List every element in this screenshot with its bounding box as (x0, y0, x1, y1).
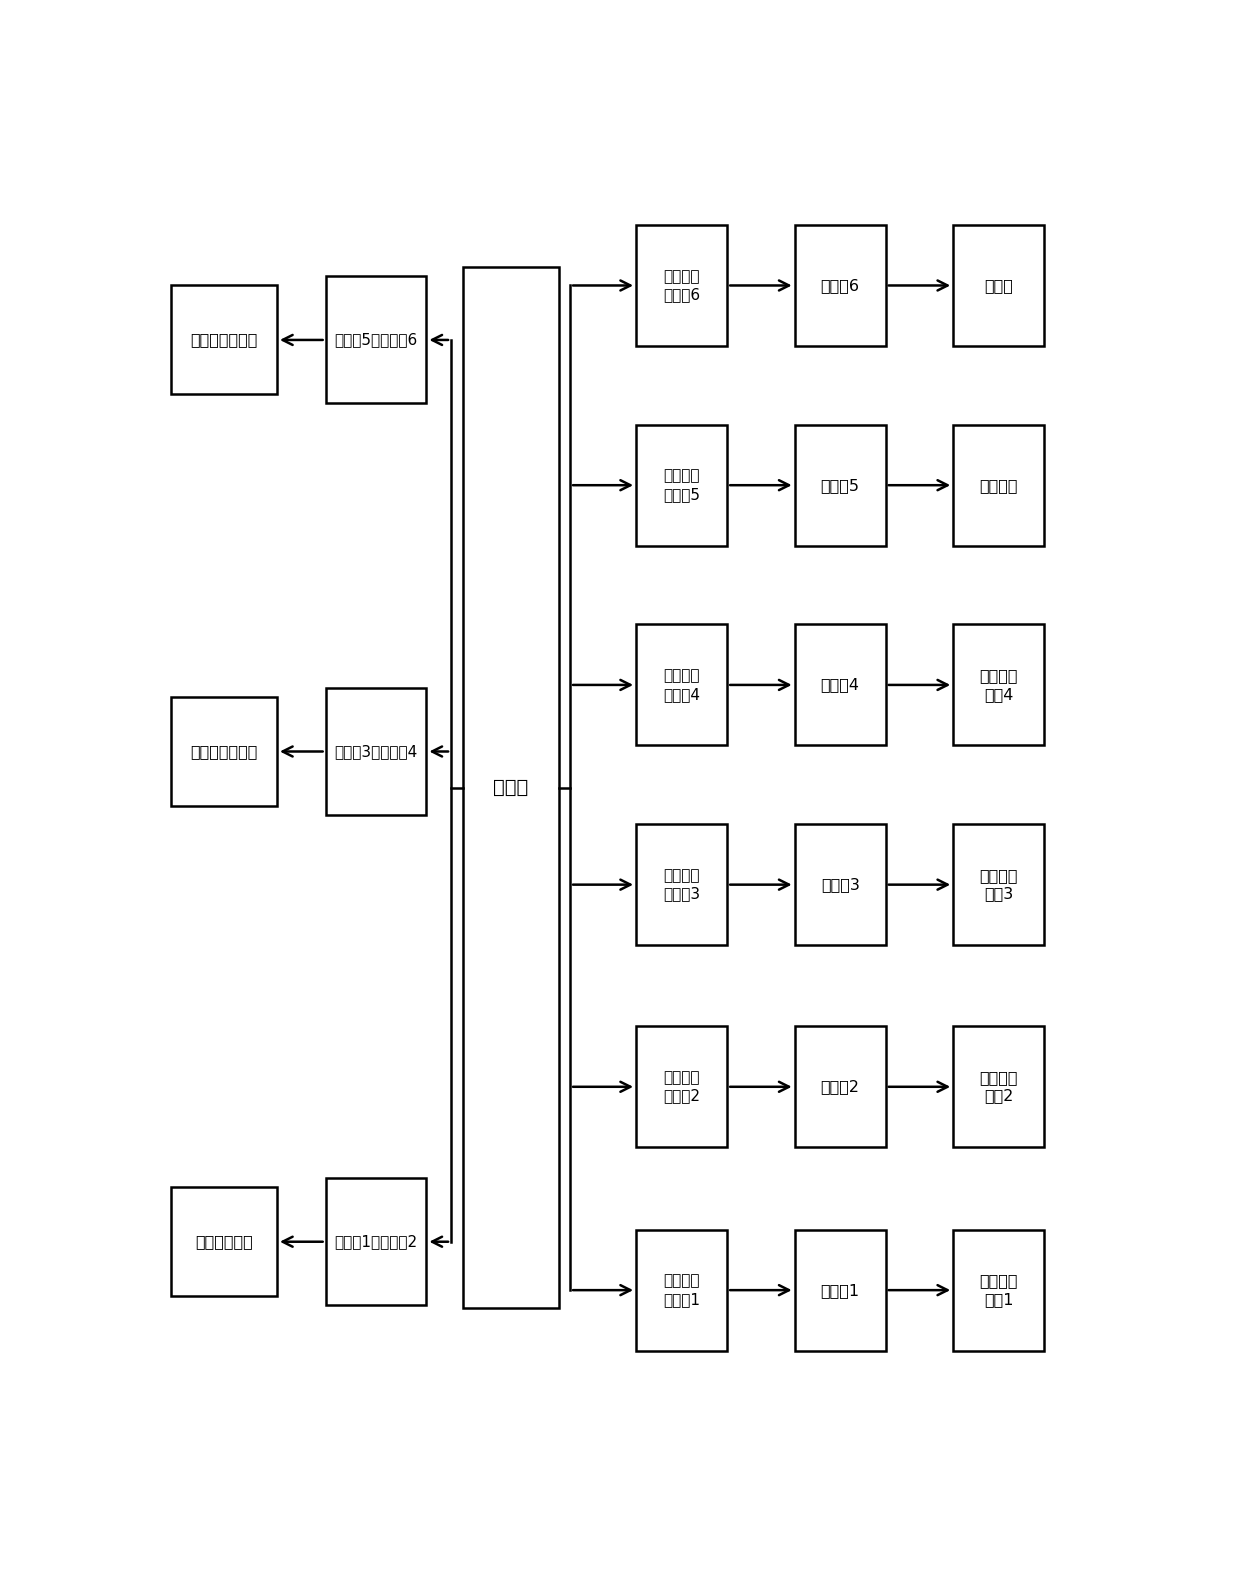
Text: 串联控制阀组: 串联控制阀组 (196, 1234, 253, 1250)
Bar (795, 424, 885, 545)
Text: 行走变量
马达2: 行走变量 马达2 (980, 1071, 1018, 1104)
Bar (954, 225, 1044, 346)
Text: 模拟量输
出模块6: 模拟量输 出模块6 (663, 269, 701, 302)
Bar (954, 424, 1044, 545)
Text: 放大器3: 放大器3 (821, 877, 859, 893)
Bar (326, 277, 427, 404)
Bar (636, 1027, 728, 1148)
Bar (795, 225, 885, 346)
Bar (954, 624, 1044, 745)
Bar (463, 267, 558, 1308)
Text: 秧筱升降控制阀: 秧筱升降控制阀 (191, 744, 258, 759)
Text: 插秧马达: 插秧马达 (980, 478, 1018, 492)
Text: 控制器: 控制器 (494, 778, 528, 797)
Text: 仿形平衡控制阀: 仿形平衡控制阀 (191, 332, 258, 347)
Text: 放大器4: 放大器4 (821, 678, 859, 692)
Text: 模拟量输
出模块2: 模拟量输 出模块2 (663, 1071, 701, 1104)
Text: 输出点1和输出点2: 输出点1和输出点2 (335, 1234, 418, 1250)
Text: 模拟量输
出模块5: 模拟量输 出模块5 (663, 468, 701, 501)
Bar (954, 1229, 1044, 1350)
Text: 输出点3和输出点4: 输出点3和输出点4 (335, 744, 418, 759)
Text: 放大器2: 放大器2 (821, 1080, 859, 1094)
Bar (795, 824, 885, 945)
Bar (636, 225, 728, 346)
Bar (795, 1027, 885, 1148)
Bar (636, 624, 728, 745)
Text: 放大器6: 放大器6 (821, 278, 859, 292)
Bar (171, 286, 277, 395)
Text: 放大器5: 放大器5 (821, 478, 859, 492)
Bar (636, 824, 728, 945)
Text: 输出点5和输出点6: 输出点5和输出点6 (335, 332, 418, 347)
Bar (954, 824, 1044, 945)
Text: 行走变量
马达4: 行走变量 马达4 (980, 668, 1018, 701)
Text: 放大器1: 放大器1 (821, 1283, 859, 1297)
Bar (171, 1187, 277, 1297)
Text: 行走变量
马达3: 行走变量 马达3 (980, 868, 1018, 901)
Text: 模拟量输
出模块1: 模拟量输 出模块1 (663, 1273, 701, 1306)
Text: 模拟量输
出模块4: 模拟量输 出模块4 (663, 668, 701, 701)
Bar (636, 1229, 728, 1350)
Bar (326, 1177, 427, 1305)
Bar (954, 1027, 1044, 1148)
Text: 行走变量
马达1: 行走变量 马达1 (980, 1273, 1018, 1306)
Text: 模拟量输
出模块3: 模拟量输 出模块3 (663, 868, 701, 901)
Bar (795, 624, 885, 745)
Text: 变量泵: 变量泵 (985, 278, 1013, 292)
Bar (795, 1229, 885, 1350)
Bar (171, 696, 277, 806)
Bar (326, 689, 427, 814)
Bar (636, 424, 728, 545)
